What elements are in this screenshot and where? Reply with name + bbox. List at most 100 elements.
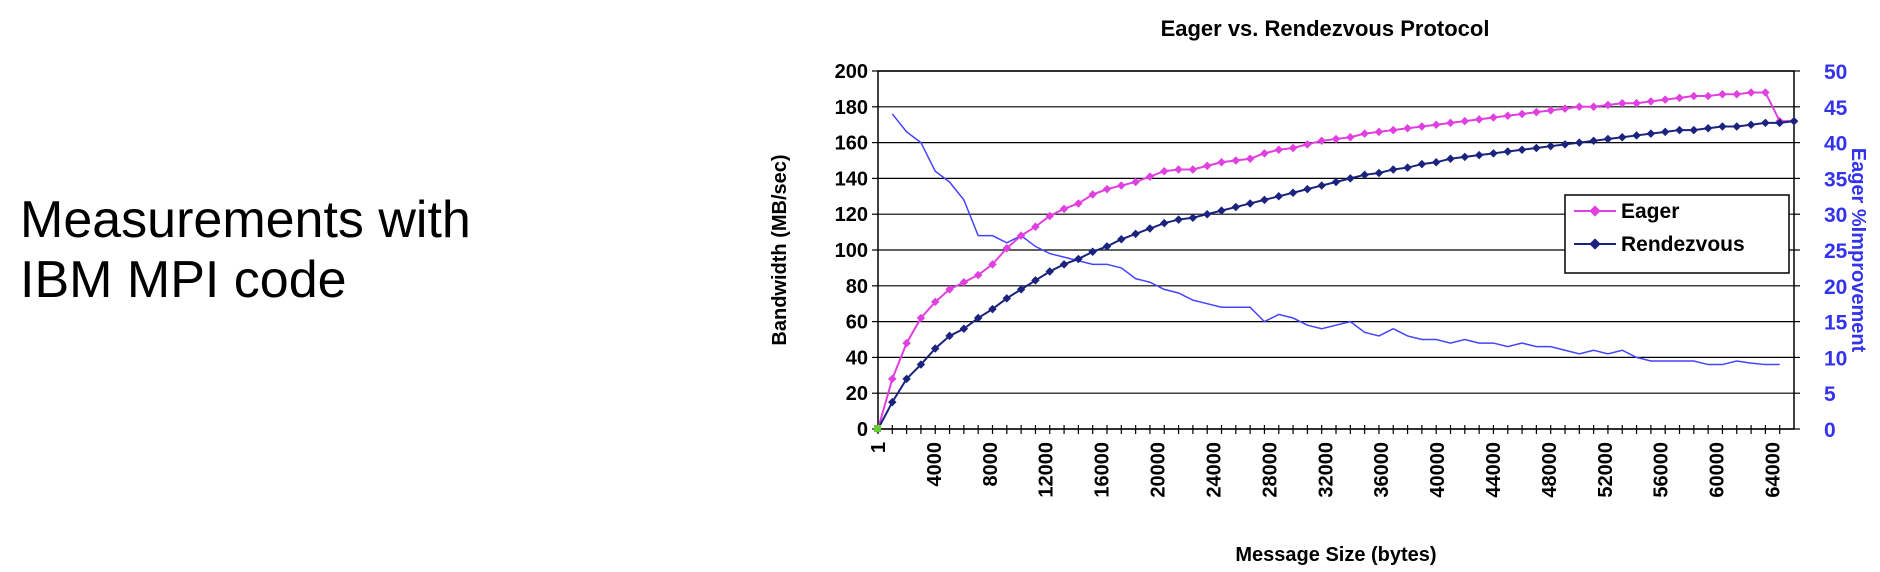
data-point-eager xyxy=(1145,172,1155,181)
y-axis-label: Bandwidth (MB/sec) xyxy=(769,154,791,345)
y2-tick-label: 10 xyxy=(1824,347,1847,370)
data-point-rendezvous xyxy=(1675,125,1684,135)
data-point-eager xyxy=(1517,109,1527,119)
data-point-rendezvous xyxy=(1546,141,1555,151)
data-point-rendezvous xyxy=(1374,168,1384,178)
y-tick-label: 180 xyxy=(835,97,868,119)
data-point-rendezvous xyxy=(1489,149,1498,158)
x-tick-label: 12000 xyxy=(1036,442,1058,498)
data-point-eager xyxy=(1102,184,1112,194)
x-tick-label: 8000 xyxy=(980,442,1002,487)
data-point-rendezvous xyxy=(1045,267,1054,276)
y-axis-left: 0 20 40 60 80 100 120 140 160 180 200 xyxy=(835,61,878,441)
data-point-rendezvous xyxy=(1145,224,1155,233)
y2-axis-label: Eager %Improvement xyxy=(1847,148,1869,353)
data-point-eager xyxy=(1403,124,1412,133)
data-point-rendezvous xyxy=(1331,177,1341,187)
legend-rendezvous-label: Rendezvous xyxy=(1621,233,1745,256)
y-tick-label: 60 xyxy=(846,312,868,334)
data-point-rendezvous xyxy=(1059,260,1069,269)
y-tick-label: 0 xyxy=(857,419,868,441)
data-point-rendezvous xyxy=(1303,184,1312,194)
data-point-eager xyxy=(1560,104,1570,113)
data-point-eager xyxy=(1732,90,1741,99)
data-point-rendezvous xyxy=(988,304,997,314)
data-point-rendezvous xyxy=(902,374,911,384)
data-point-rendezvous xyxy=(888,397,897,407)
data-point-eager xyxy=(1675,93,1684,103)
data-point-eager xyxy=(1646,97,1656,106)
data-point-eager xyxy=(1174,165,1183,174)
legend: Eager Rendezvous xyxy=(1564,194,1790,274)
y2-tick-label: 15 xyxy=(1824,312,1848,335)
data-point-eager xyxy=(1131,177,1140,187)
data-point-rendezvous xyxy=(1446,154,1455,163)
data-point-eager xyxy=(930,297,940,307)
data-point-eager xyxy=(1317,136,1326,146)
series-line-rendezvous xyxy=(877,120,1795,430)
data-point-rendezvous xyxy=(1288,188,1298,197)
data-point-rendezvous xyxy=(1016,285,1026,294)
data-point-eager xyxy=(1603,100,1613,110)
data-point-rendezvous xyxy=(1689,125,1699,135)
x-tick-label: 24000 xyxy=(1203,442,1225,498)
y-tick-label: 20 xyxy=(846,383,868,405)
x-axis-label: Message Size (bytes) xyxy=(1235,544,1436,566)
data-point-eager xyxy=(1346,132,1355,142)
data-point-eager xyxy=(902,338,911,348)
x-tick-label: 64000 xyxy=(1763,442,1785,498)
y-tick-label: 80 xyxy=(846,276,868,298)
data-point-rendezvous xyxy=(945,331,954,341)
data-point-eager xyxy=(1117,181,1126,190)
data-point-rendezvous xyxy=(1002,294,1012,303)
data-point-eager xyxy=(1260,149,1269,158)
data-point-rendezvous xyxy=(1217,206,1226,215)
data-point-rendezvous xyxy=(1417,159,1427,169)
y-tick-label: 160 xyxy=(835,133,868,155)
data-point-eager xyxy=(1489,113,1498,122)
data-point-eager xyxy=(973,270,983,280)
data-point-rendezvous xyxy=(1102,242,1112,251)
data-point-eager xyxy=(1217,158,1226,167)
legend-eager-label: Eager xyxy=(1621,200,1679,223)
slide-caption: Measurements with IBM MPI code xyxy=(20,190,471,310)
y-tick-label: 100 xyxy=(835,240,868,262)
data-point-eager xyxy=(1360,129,1369,138)
data-point-eager xyxy=(1446,118,1455,128)
data-point-eager xyxy=(1331,134,1341,144)
data-point-rendezvous xyxy=(1117,235,1126,244)
x-tick-label: 28000 xyxy=(1259,442,1281,498)
data-point-eager xyxy=(1431,120,1441,129)
data-point-rendezvous xyxy=(1746,120,1756,129)
data-point-rendezvous xyxy=(1131,229,1140,239)
data-point-rendezvous xyxy=(930,344,940,353)
data-point-eager xyxy=(1660,95,1670,104)
legend-rendezvous-marker xyxy=(1589,238,1601,250)
data-point-rendezvous xyxy=(1431,158,1441,167)
data-point-eager xyxy=(1374,127,1384,137)
data-point-rendezvous xyxy=(1260,195,1269,205)
data-point-rendezvous xyxy=(1532,143,1541,153)
data-point-rendezvous xyxy=(1231,202,1241,212)
data-point-rendezvous xyxy=(1789,116,1799,126)
data-point-eager xyxy=(1618,98,1627,108)
data-point-eager xyxy=(1689,91,1699,101)
data-point-rendezvous xyxy=(1646,129,1656,138)
y-tick-label: 120 xyxy=(835,204,868,226)
x-tick-label: 56000 xyxy=(1651,442,1673,498)
data-point-rendezvous xyxy=(1274,192,1283,201)
y2-tick-label: 20 xyxy=(1824,276,1847,299)
data-point-rendezvous xyxy=(1618,132,1627,142)
data-point-eager xyxy=(888,374,897,384)
y2-tick-label: 40 xyxy=(1824,133,1847,156)
data-point-rendezvous xyxy=(1560,140,1570,149)
data-point-rendezvous xyxy=(1460,152,1470,162)
x-tick-label: 16000 xyxy=(1092,442,1114,498)
data-point-eager xyxy=(1575,102,1584,112)
data-point-eager xyxy=(1274,145,1283,155)
data-point-eager xyxy=(1632,98,1641,108)
data-point-rendezvous xyxy=(1389,165,1398,174)
x-tick-label: 1 xyxy=(868,442,890,453)
data-point-eager xyxy=(1589,102,1598,112)
